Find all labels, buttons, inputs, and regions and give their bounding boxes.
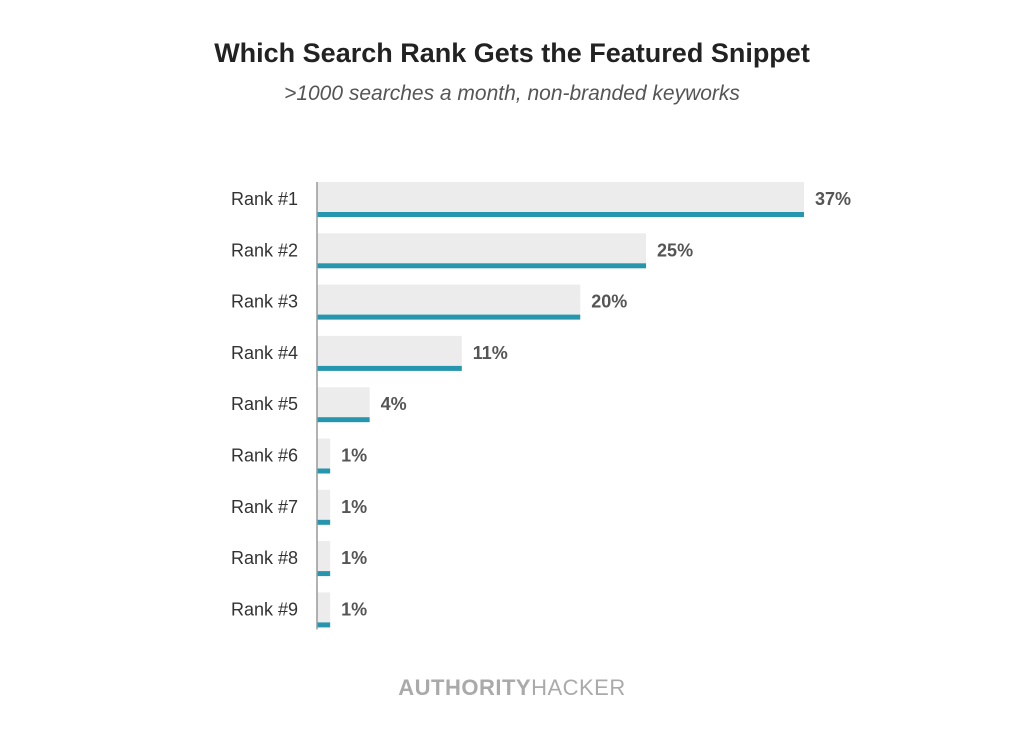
bar-background: [317, 592, 331, 623]
bar-background: [317, 335, 462, 366]
value-label: 20%: [591, 292, 627, 312]
chart-subtitle: >1000 searches a month, non-branded keyw…: [284, 82, 740, 105]
value-label: 1%: [341, 548, 367, 568]
bar-background: [317, 233, 647, 264]
category-label: Rank #2: [231, 240, 298, 260]
value-label: 1%: [341, 497, 367, 517]
bar: [317, 519, 331, 525]
category-label: Rank #6: [231, 446, 298, 466]
category-label: Rank #3: [231, 292, 298, 312]
bar: [317, 417, 370, 423]
bar-background: [317, 387, 370, 418]
bar-background: [317, 489, 331, 520]
bar-background: [317, 284, 581, 315]
logo-bold-text: AUTHORITY: [398, 675, 532, 700]
category-label: Rank #4: [231, 343, 298, 363]
category-label: Rank #7: [231, 497, 298, 517]
bar-background: [317, 541, 331, 572]
value-label: 1%: [341, 599, 367, 619]
bar: [317, 468, 331, 474]
bar: [317, 622, 331, 628]
category-label: Rank #5: [231, 394, 298, 414]
chart-title: Which Search Rank Gets the Featured Snip…: [214, 38, 810, 68]
bar: [317, 365, 462, 371]
brand-logo: AUTHORITYHACKER: [0, 675, 1024, 701]
category-label: Rank #8: [231, 548, 298, 568]
value-label: 25%: [657, 240, 693, 260]
bar: [317, 571, 331, 577]
bar: [317, 263, 647, 269]
category-label: Rank #9: [231, 599, 298, 619]
category-label: Rank #1: [231, 189, 298, 209]
bar-background: [317, 438, 331, 469]
logo-light-text: HACKER: [531, 675, 626, 700]
value-label: 1%: [341, 446, 367, 466]
bar-background: [317, 182, 804, 212]
bar: [317, 314, 581, 320]
bar: [317, 212, 804, 217]
value-label: 11%: [473, 343, 508, 363]
value-label: 4%: [381, 394, 407, 414]
value-label: 37%: [815, 189, 851, 209]
